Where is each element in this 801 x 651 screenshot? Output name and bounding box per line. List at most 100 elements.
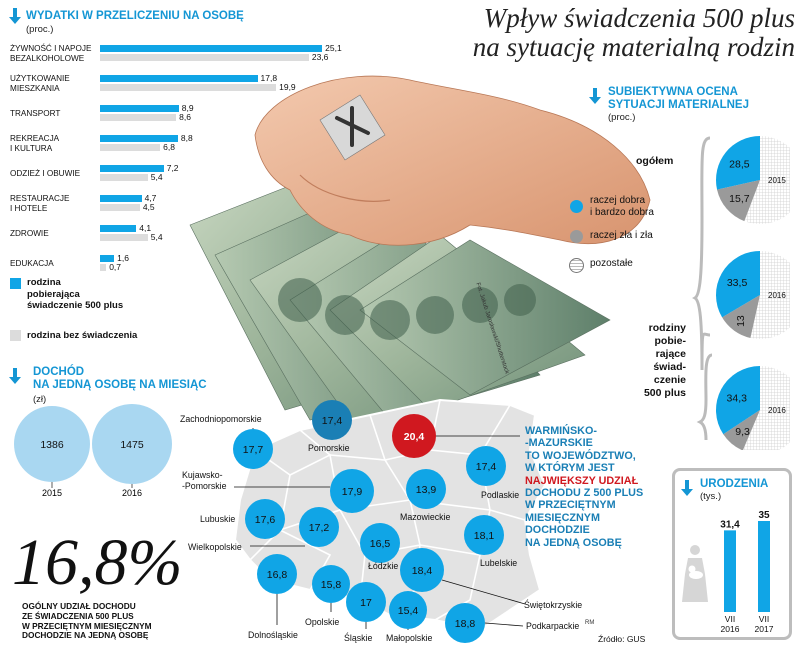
callout-line: W KTÓRYM JEST [525,462,615,475]
ocena-group-line: rodziny [648,322,686,334]
headline-line2: na sytuację materialną rodzin [472,32,795,62]
map-region-value: 15,4 [398,605,419,617]
wydatki-bar-chart: ŻYWNOŚĆ I NAPOJE BEZALKOHOLOWE 25,1 23,6 UŻY… [0,0,360,280]
headline: Wpływ świadczenia 500 plus na sytuację m… [420,4,795,62]
urodzenia-title: URODZENIA [700,478,769,490]
callout-line: W PRZECIĘTNYM [525,499,616,512]
map-region-circle [299,507,339,547]
map-region: 17,7 Zachodniopomorskie [180,414,273,469]
map-region-name: Podlaskie [481,490,519,500]
wydatki-bar-bez [100,264,107,271]
wydatki-bar-500plus [100,75,258,82]
pie-value-zla: 9,3 [735,426,750,438]
wydatki-bar-bez [100,54,309,61]
wydatki-bar-value: 5,4 [150,172,163,182]
hand [254,75,651,246]
map-region: 18,4 Świętokrzyskie [400,548,582,610]
pie-slice-dobra [716,366,760,435]
map-region-name: -Pomorskie [182,481,227,491]
wydatki-bar-value: 4,7 [144,193,157,203]
ocena-title: SUBIEKTYWNA OCENA SYTUACJI MATERIALNEJ [608,86,749,112]
map-region-value: 17,4 [322,415,343,427]
wydatki-bar-500plus [100,45,323,52]
dochod-bubbles: 1386 1475 2015 2016 [14,404,172,498]
dochod-value-2015: 1386 [40,439,64,451]
mother-baby-icon [682,545,708,602]
wydatki-bar-500plus [100,225,137,232]
map-region: 18,8 Podkarpackie [445,603,579,643]
map-region: 15,4 Małopolskie [386,591,433,643]
banknote-fan [189,169,611,421]
pie-slice-zla [723,410,760,450]
map-region-value: 17,6 [255,514,276,526]
wydatki-bar-500plus [100,255,115,262]
wydatki-category-label: UŻYTKOWANIE MIESZKANIA [10,74,70,93]
callout-line: NA JEDNĄ OSOBĘ [525,536,622,549]
ocena-subtitle: (proc.) [608,112,636,123]
map-region-value: 17,2 [309,522,330,534]
map-region-value: 18,8 [455,618,476,630]
ocena-title-line: SUBIEKTYWNA OCENA [608,86,738,98]
ocena-group-line: rające [655,348,686,360]
map-region-value: 17,9 [342,486,363,498]
arrow-down-icon [9,8,21,24]
headline-line1: Wpływ świadczenia 500 plus [483,3,795,33]
wydatki-subtitle: (proc.) [26,24,54,35]
map-region-circle [346,582,386,622]
big-stat-caption-line: DOCHODZIE NA JEDNĄ OSOBĘ [22,630,149,641]
arrow-down-icon [589,88,601,104]
legend-swatch-500plus [10,278,21,289]
arrow-down-icon [681,480,693,496]
ocena-group-ogolem: ogółem [636,155,674,167]
map-region: 17,6 Lubuskie [200,499,285,539]
pie-slice-zla [717,180,760,222]
wydatki-category-label: REKREACJA I KULTURA [10,134,60,153]
map-region-value: 17 [360,597,372,609]
wydatki-bar-bez [100,144,161,151]
ocena-group-line: 500 plus [643,387,686,399]
legend-dot-pozostale [569,258,584,273]
dochod-title-line: DOCHÓD [33,366,85,378]
ocena-pie: 28,5 15,7 2015 [716,136,790,224]
map-region-value: 17,7 [243,444,264,456]
map-region: 20,4 [392,414,520,458]
callout-line: DOCHODU Z 500 PLUS [525,487,644,500]
callout-line: DOCHODZIE [525,524,590,537]
map-region: 16,5 Łódzkie [360,523,400,571]
legend-500plus-line: rodzina [27,277,61,288]
map-region-name: Opolskie [305,617,339,627]
dochod-year-2016: 2016 [122,488,142,498]
wydatki-bar-bez [100,234,148,241]
legend-500plus-line: pobierająca [27,288,80,300]
wydatki-bar-value: 0,7 [109,262,122,272]
map-region-circle [257,554,297,594]
pie-value-zla: 15,7 [729,193,750,205]
ocena-pies: 28,5 15,7 2015 33,5 13 2016 34,3 9,3 2016 [692,136,790,450]
wydatki-bar-bez [100,84,277,91]
ocena-pie: 33,5 13 2016 [716,251,790,339]
map-region-circle [464,515,504,555]
map-region: 17,2 Wielkopolskie [188,507,339,552]
rm-mark: RM [585,620,595,626]
wydatki-bar-value: 8,8 [180,133,193,143]
wydatki-bar-value: 8,6 [179,112,191,122]
map-region-name: Pomorskie [308,443,350,453]
big-stat-caption-line: OGÓLNY UDZIAŁ DOCHODU [22,601,136,611]
map-region-value: 17,4 [476,461,497,473]
map-leader-line [441,579,526,605]
pie-year: 2016 [768,406,786,415]
map-region-circle [233,429,273,469]
urodzenia-category: 2016 [721,624,740,634]
pie-slice-dobra [716,251,760,318]
dochod-title-line: NA JEDNĄ OSOBĘ NA MIESIĄC [33,379,207,391]
dochod-bubble-2015 [14,406,90,482]
map-region-name: Łódzkie [368,561,398,571]
wydatki-bar-value: 4,1 [139,223,152,233]
wydatki-bar-bez [100,114,177,121]
map-region: 17,4 Pomorskie [308,400,352,453]
wydatki-bar-500plus [100,135,178,142]
map-region-value: 16,8 [267,569,288,581]
map-region-circle [360,523,400,563]
map-region-value: 16,5 [370,538,391,550]
